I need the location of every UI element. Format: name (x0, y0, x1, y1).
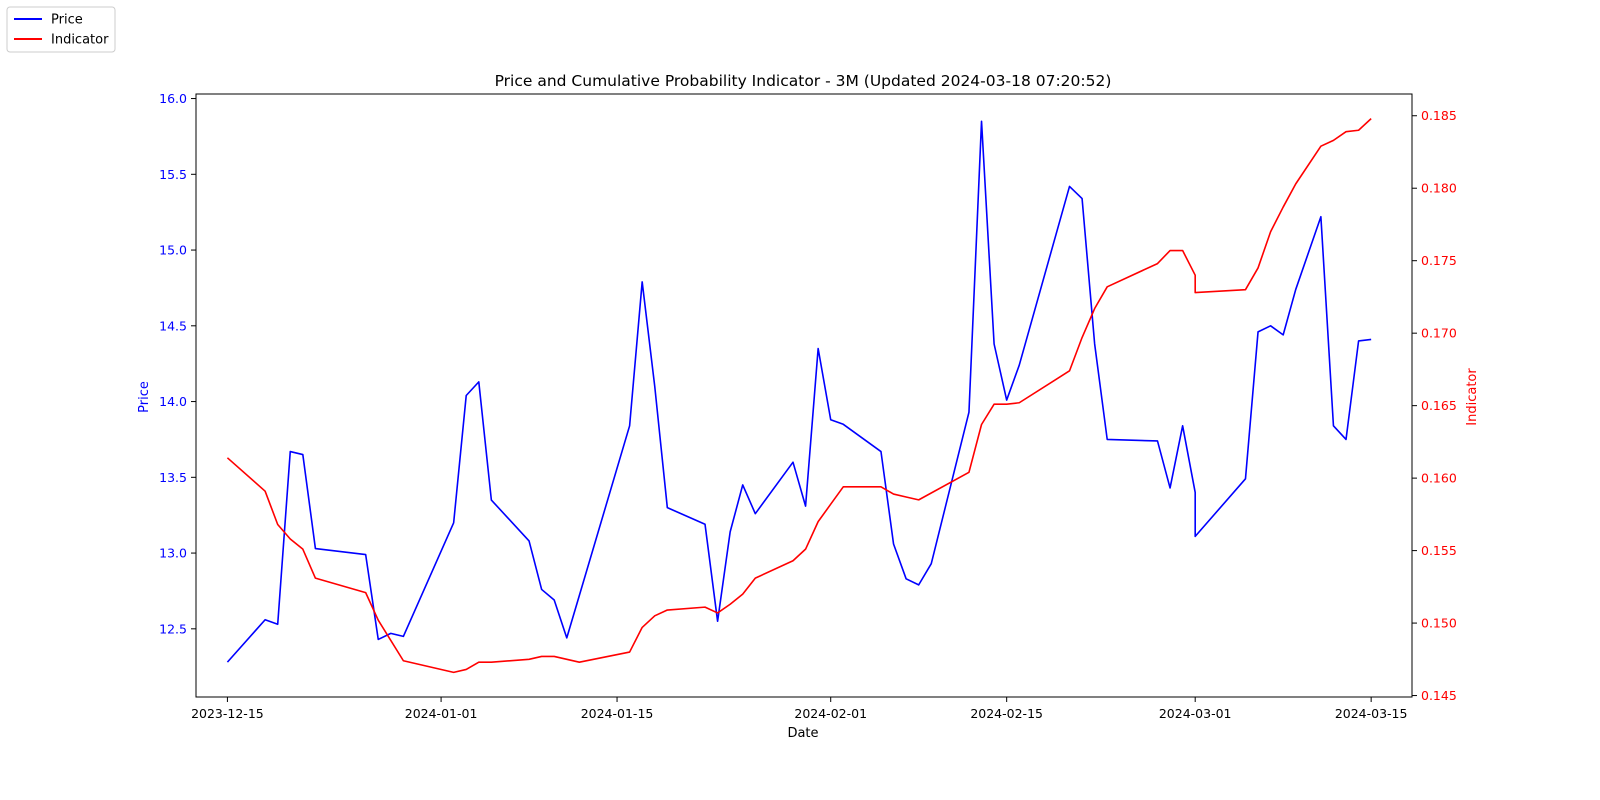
series-line-price (226, 120, 1372, 663)
y-right-tick-label-1: 0.150 (1421, 616, 1457, 631)
x-tick-label-0: 2023-12-15 (191, 706, 264, 721)
plot-frame (195, 93, 1413, 698)
chart-title: Price and Cumulative Probability Indicat… (495, 72, 1112, 90)
x-tick-label-6: 2024-03-15 (1335, 706, 1408, 721)
y-right-tick-label-3: 0.160 (1421, 471, 1457, 486)
y-left-tick-label-0: 12.5 (159, 621, 187, 636)
legend-label-price: Price (51, 13, 83, 28)
y-right-tick-label-5: 0.170 (1421, 326, 1457, 341)
y-axis-left-label: Price (137, 381, 152, 413)
y-left-tick-label-4: 14.5 (159, 318, 187, 333)
x-tick-label-2: 2024-01-15 (581, 706, 654, 721)
y-right-tick-label-2: 0.155 (1421, 543, 1457, 558)
legend-label-indicator: Indicator (51, 33, 109, 48)
x-tick-label-4: 2024-02-15 (970, 706, 1043, 721)
plot-series (226, 118, 1372, 674)
x-tick-label-3: 2024-02-01 (794, 706, 867, 721)
y-left-tick-label-3: 14.0 (159, 394, 187, 409)
y-left-tick-label-1: 13.0 (159, 546, 187, 561)
y-left-tick-label-6: 15.5 (159, 167, 187, 182)
y-left-tick-label-2: 13.5 (159, 470, 187, 485)
legend: Price Indicator (6, 6, 116, 53)
y-right-tick-label-6: 0.175 (1421, 253, 1457, 268)
x-tick-label-5: 2024-03-01 (1159, 706, 1232, 721)
y-right-tick-label-7: 0.180 (1421, 181, 1457, 196)
axes-ticks: 2023-12-15 2024-01-01 2024-01-15 2024-02-01… (159, 91, 1457, 721)
series-line-indicator (226, 118, 1372, 674)
x-axis-label: Date (787, 726, 818, 741)
y-left-tick-label-7: 16.0 (159, 91, 187, 106)
y-axis-right-label: Indicator (1465, 368, 1480, 426)
y-right-tick-label-8: 0.185 (1421, 108, 1457, 123)
y-left-tick-label-5: 15.0 (159, 243, 187, 258)
y-right-tick-label-0: 0.145 (1421, 688, 1457, 703)
y-right-tick-label-4: 0.165 (1421, 398, 1457, 413)
x-tick-label-1: 2024-01-01 (405, 706, 478, 721)
